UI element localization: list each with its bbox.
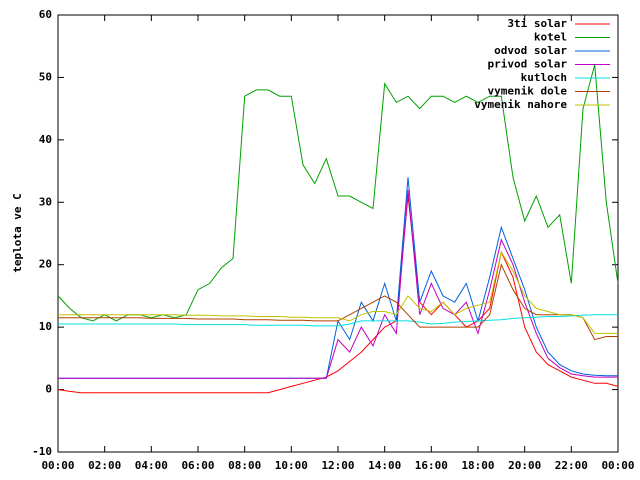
y-tick-label: 40	[39, 133, 52, 146]
x-tick-label: 08:00	[228, 459, 261, 472]
y-tick-label: 50	[39, 70, 52, 83]
x-tick-label: 06:00	[181, 459, 214, 472]
data-line	[57, 195, 619, 394]
x-tick-label: 20:00	[508, 459, 541, 472]
y-tick-label: 20	[39, 258, 52, 271]
legend-label: privod solar	[488, 58, 568, 71]
x-tick-label: 22:00	[555, 459, 588, 472]
x-tick-label: 10:00	[275, 459, 308, 472]
x-tick-label: 18:00	[461, 459, 494, 472]
y-tick-label: 30	[39, 195, 52, 208]
x-tick-label: 14:00	[368, 459, 401, 472]
x-tick-label: 16:00	[415, 459, 448, 472]
y-tick-label: 10	[39, 320, 52, 333]
legend-label: kotel	[534, 31, 567, 44]
data-line	[58, 189, 618, 379]
x-tick-label: 00:00	[41, 459, 74, 472]
data-line	[57, 64, 619, 322]
data-line	[58, 314, 618, 327]
data-line	[58, 250, 618, 334]
y-tick-label: -10	[32, 445, 52, 458]
y-axis-label: teplota ve C	[11, 193, 24, 272]
legend-label: kutloch	[521, 71, 567, 84]
y-tick-label: 60	[39, 8, 52, 21]
x-tick-label: 00:00	[601, 459, 634, 472]
x-tick-label: 04:00	[135, 459, 168, 472]
legend-label: vymenik dole	[488, 85, 568, 98]
data-line	[58, 263, 618, 341]
legend-label: odvod solar	[494, 44, 567, 57]
x-tick-label: 12:00	[321, 459, 354, 472]
x-tick-label: 02:00	[88, 459, 121, 472]
legend-label: vymenik nahore	[474, 98, 567, 111]
legend-label: 3ti solar	[507, 17, 567, 30]
y-tick-label: 0	[45, 383, 52, 396]
